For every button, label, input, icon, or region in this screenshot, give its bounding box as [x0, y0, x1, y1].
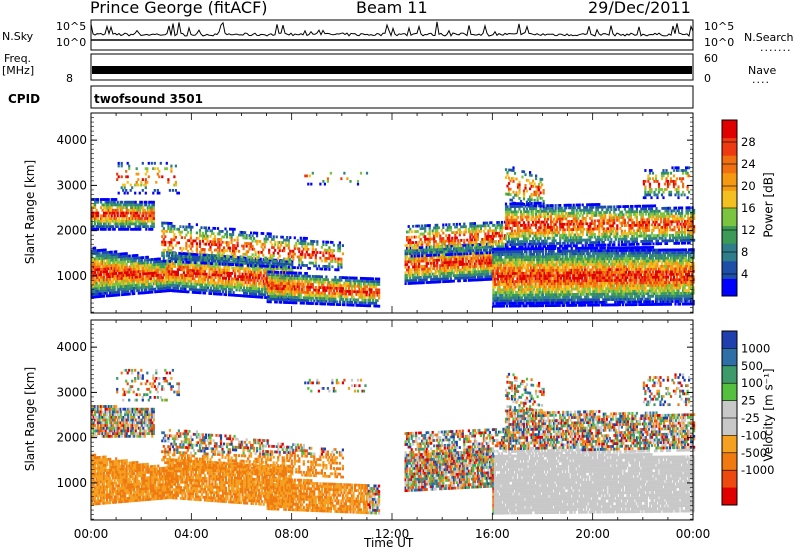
power-colorbar-tick-label: 24 — [741, 157, 756, 171]
freq-band — [92, 66, 692, 74]
power-colorbar-swatch — [722, 120, 737, 139]
nsearch-top: 10^5 — [704, 20, 735, 33]
power-colorbar-swatch — [722, 190, 737, 209]
velocity-colorbar-tick-label: 100 — [741, 376, 763, 390]
power-colorbar-swatch — [722, 208, 737, 227]
velocity-colorbar-swatch — [722, 400, 737, 419]
ytick-label: 1000 — [56, 476, 87, 490]
xtick-label: 08:00 — [274, 527, 309, 541]
nave-top: 60 — [704, 52, 718, 65]
xtick-label: 00:00 — [74, 527, 109, 541]
velocity-colorbar-swatch — [722, 348, 737, 367]
velocity-colorbar-tick-label: 1000 — [741, 341, 770, 355]
cpid-label: CPID — [8, 92, 41, 106]
velocity-colorbar-tick-label: 25 — [741, 394, 756, 408]
xtick-label: 00:00 — [676, 527, 711, 541]
power-colorbar-tick-label: 28 — [741, 135, 756, 149]
power-colorbar-swatch — [722, 260, 737, 279]
velocity-colorbar-swatch — [722, 418, 737, 436]
velocity-colorbar-swatch — [722, 452, 737, 471]
power-colorbar-tick-label: 4 — [741, 267, 748, 281]
date-title: 29/Dec/2011 — [588, 0, 691, 17]
freq-panel-frame — [90, 53, 694, 81]
nsearch-label: N.Search — [744, 31, 794, 44]
freq-bottom: 8 — [66, 72, 73, 85]
velocity-colorbar-tick-label: -500 — [741, 446, 767, 460]
velocity-colorbar-tick-label: -1000 — [741, 463, 774, 477]
velocity-colorbar-swatch — [722, 470, 737, 489]
power-colorbar-tick-label: 8 — [741, 245, 748, 259]
nsky-label: N.Sky — [2, 30, 34, 43]
cpid-panel-frame — [90, 85, 694, 109]
power-colorbar-swatch — [722, 225, 737, 244]
xlabel: Time UT — [364, 536, 414, 550]
velocity-colorbar-tick-label: 500 — [741, 359, 763, 373]
nave-label: Nave — [748, 64, 777, 77]
nsky-bottom: 10^0 — [56, 36, 87, 49]
freq-unit: [MHz] — [2, 64, 35, 77]
ytick-label: 4000 — [56, 340, 87, 354]
xtick-label: 04:00 — [174, 527, 209, 541]
ytick-label: 2000 — [56, 224, 87, 238]
power-heatmap-cells — [91, 161, 696, 308]
power-colorbar-swatch — [722, 278, 737, 297]
beam-title: Beam 11 — [356, 0, 428, 17]
ytick-label: 1000 — [56, 269, 87, 283]
velocity-colorbar-tick-label: -100 — [741, 428, 767, 442]
ytick-label: 2000 — [56, 431, 87, 445]
velocity-colorbar-swatch — [722, 435, 737, 454]
nsearch-dots: ....... — [760, 41, 792, 54]
cpid-value: twofsound 3501 — [94, 92, 203, 106]
velocity-heatmap-cells — [91, 368, 696, 515]
velocity-colorbar-swatch — [722, 487, 737, 506]
nave-dots: .... — [752, 73, 770, 86]
ytick-label: 4000 — [56, 133, 87, 147]
station-title: Prince George (fitACF) — [90, 0, 268, 17]
ytick-label: 3000 — [56, 178, 87, 192]
xtick-label: 16:00 — [475, 527, 510, 541]
nsky-panel-frame — [90, 19, 694, 51]
nave-bottom: 0 — [704, 72, 711, 85]
velocity-colorbar-tick-label: -25 — [741, 411, 760, 425]
xtick-label: 20:00 — [575, 527, 610, 541]
velocity-colorbar-swatch — [722, 331, 737, 349]
nsky-trace — [90, 21, 694, 38]
nsky-top: 10^5 — [56, 20, 87, 33]
power-colorbar-swatch — [722, 137, 737, 156]
power-colorbar-tick-label: 16 — [741, 201, 756, 215]
power-colorbar-swatch — [722, 172, 737, 191]
velocity-colorbar-swatch — [722, 365, 737, 384]
ytick-label: 3000 — [56, 385, 87, 399]
power-colorbar-tick-label: 20 — [741, 179, 756, 193]
velocity-colorbar-swatch — [722, 383, 737, 402]
nsearch-bottom: 10^0 — [704, 36, 735, 49]
power-colorbar-tick-label: 12 — [741, 223, 756, 237]
freq-label: Freq. — [4, 52, 32, 65]
xtick-label: 12:00 — [375, 527, 410, 541]
